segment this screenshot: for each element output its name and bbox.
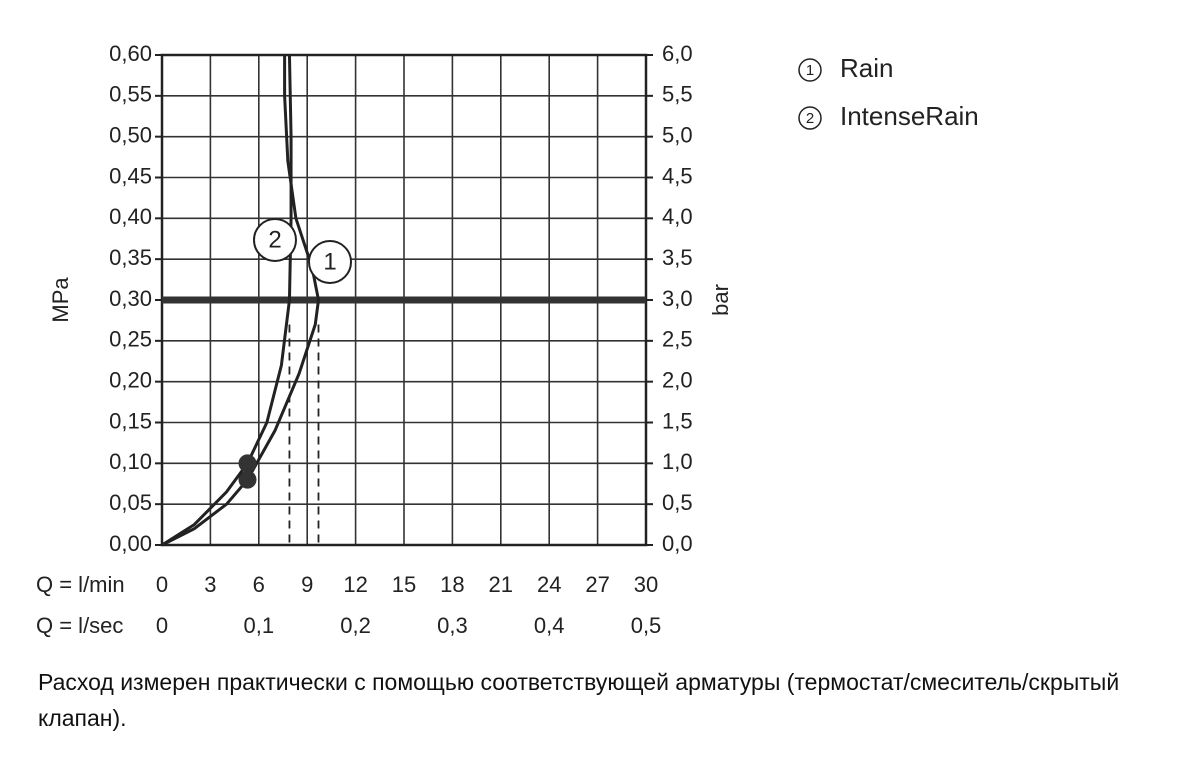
y2-tick-label: 1,0 (662, 449, 693, 474)
y-tick-label: 0,30 (109, 286, 152, 311)
y2-tick-label: 4,0 (662, 204, 693, 229)
y2-axis-label: bar (708, 284, 733, 316)
y2-tick-label: 0,0 (662, 531, 693, 556)
x-tick-label: 6 (253, 572, 265, 597)
curve (161, 55, 321, 547)
y2-tick-label: 2,5 (662, 327, 693, 352)
legend-label: Rain (840, 53, 893, 83)
operating-point (238, 454, 257, 473)
legend-circle (798, 58, 822, 82)
y-tick-label: 0,60 (109, 41, 152, 66)
x2-tick-label: 0,4 (534, 613, 565, 638)
curve-label-circle (308, 240, 352, 284)
x-tick-label: 24 (537, 572, 561, 597)
y-tick-label: 0,10 (109, 449, 152, 474)
y-tick-label: 0,40 (109, 204, 152, 229)
y2-tick-label: 5,5 (662, 82, 693, 107)
y2-tick-label: 0,5 (662, 490, 693, 515)
x2-tick-label: 0,5 (631, 613, 662, 638)
x-tick-label: 0 (156, 572, 168, 597)
y2-tick-label: 6,0 (662, 41, 693, 66)
legend-label: IntenseRain (840, 101, 979, 131)
y-tick-label: 0,00 (109, 531, 152, 556)
curve-label-circle (253, 218, 297, 262)
x2-tick-label: 0,2 (340, 613, 371, 638)
x-tick-label: 15 (392, 572, 416, 597)
y2-tick-label: 4,5 (662, 163, 693, 188)
legend-circle (798, 106, 822, 130)
y2-tick-label: 2,0 (662, 367, 693, 392)
x-tick-label: 30 (634, 572, 658, 597)
x-axis-label: Q = l/min (36, 572, 125, 597)
y-tick-label: 0,35 (109, 245, 152, 270)
y-tick-label: 0,50 (109, 122, 152, 147)
curve-label: 1 (323, 248, 336, 275)
y-tick-label: 0,45 (109, 163, 152, 188)
x-tick-label: 12 (343, 572, 367, 597)
legend-number: 1 (806, 62, 814, 79)
footnote: Расход измерен практически с помощью соо… (38, 669, 1120, 731)
y-tick-label: 0,55 (109, 82, 152, 107)
y2-tick-label: 5,0 (662, 122, 693, 147)
y2-tick-label: 1,5 (662, 408, 693, 433)
y-tick-label: 0,25 (109, 327, 152, 352)
x-tick-label: 9 (301, 572, 313, 597)
y2-tick-label: 3,5 (662, 245, 693, 270)
chart: MPa bar Q = l/min Q = l/sec 0,000,050,10… (36, 41, 979, 638)
y2-tick-label: 3,0 (662, 286, 693, 311)
x2-tick-label: 0,3 (437, 613, 468, 638)
y-axis-label: MPa (48, 277, 73, 323)
y-tick-label: 0,05 (109, 490, 152, 515)
operating-point (238, 470, 257, 489)
x2-axis-label: Q = l/sec (36, 613, 123, 638)
y-tick-label: 0,20 (109, 367, 152, 392)
curve-label: 2 (268, 226, 281, 253)
legend-number: 2 (806, 110, 814, 127)
curve (161, 54, 293, 547)
x2-tick-label: 0,1 (244, 613, 275, 638)
x2-tick-label: 0 (156, 613, 168, 638)
x-tick-label: 3 (204, 572, 216, 597)
y-tick-label: 0,15 (109, 408, 152, 433)
x-tick-label: 18 (440, 572, 464, 597)
x-tick-label: 27 (585, 572, 609, 597)
x-tick-label: 21 (489, 572, 513, 597)
